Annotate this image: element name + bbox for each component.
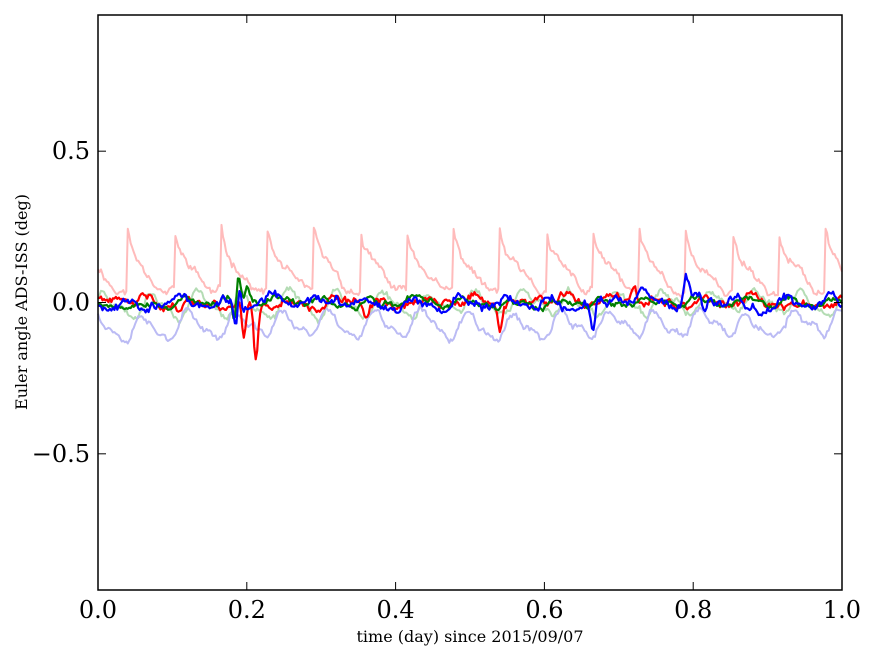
y-tick-label-0: −0.5 bbox=[32, 440, 90, 468]
x-axis-label: time (day) since 2015/09/07 bbox=[356, 627, 583, 646]
series-line-3 bbox=[97, 305, 843, 345]
x-tick-label-1: 0.2 bbox=[228, 596, 266, 624]
x-tick-label-3: 0.6 bbox=[525, 596, 563, 624]
series-line-6 bbox=[97, 272, 843, 331]
y-tick-label-2: 0.5 bbox=[52, 137, 90, 165]
x-tick-label-0: 0.0 bbox=[79, 596, 117, 624]
series-line-2 bbox=[97, 286, 843, 325]
x-tick-label-5: 1.0 bbox=[823, 596, 861, 624]
ticks-layer: 0.0 0.2 0.4 0.6 0.8 1.0 −0.5 0.0 0.5 bbox=[32, 15, 861, 624]
y-axis-label: Euler angle ADS-ISS (deg) bbox=[12, 194, 31, 410]
x-tick-label-4: 0.8 bbox=[674, 596, 712, 624]
series-layer bbox=[97, 223, 843, 361]
x-tick-label-2: 0.4 bbox=[377, 596, 415, 624]
y-tick-label-1: 0.0 bbox=[52, 289, 90, 317]
series-line-1 bbox=[97, 223, 843, 299]
